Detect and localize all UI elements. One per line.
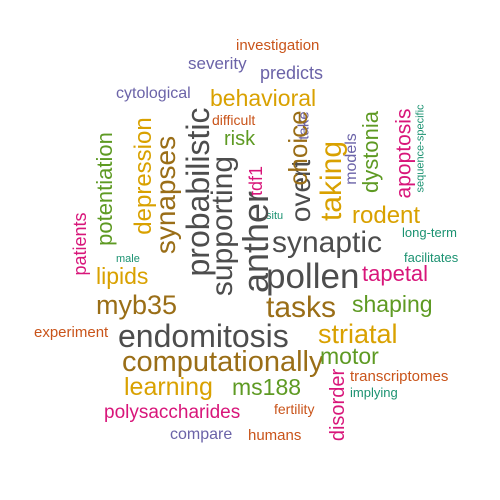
word-rodent: rodent xyxy=(352,202,421,229)
word-disorder: disorder xyxy=(327,368,349,442)
word-potentiation: potentiation xyxy=(92,132,117,246)
word-male: male xyxy=(116,253,140,265)
word-facilitates: facilitates xyxy=(404,250,459,265)
word-long-term: long-term xyxy=(402,225,457,240)
word-endomitosis: endomitosis xyxy=(118,318,289,354)
word-taking: taking xyxy=(315,140,348,222)
word-synaptic: synaptic xyxy=(272,226,383,259)
word-severity: severity xyxy=(188,54,247,73)
word-computationally: computationally xyxy=(122,346,324,378)
word-striatal: striatal xyxy=(318,319,398,349)
word-dystonia: dystonia xyxy=(358,111,383,193)
word-motor: motor xyxy=(320,343,379,369)
word-risk: risk xyxy=(224,128,256,150)
word-sequence-specific: sequence-specific xyxy=(414,104,427,193)
word-tapetal: tapetal xyxy=(362,261,429,286)
word-predicts: predicts xyxy=(260,63,324,83)
word-pollen: pollen xyxy=(266,257,360,296)
word-lipids: lipids xyxy=(96,263,149,289)
word-apoptosis: apoptosis xyxy=(392,108,416,199)
word-supporting: supporting xyxy=(206,155,239,297)
word-behavioral: behavioral xyxy=(210,85,317,111)
word-experiment: experiment xyxy=(34,324,109,341)
word-polysaccharides: polysaccharides xyxy=(104,402,241,423)
word-fertility: fertility xyxy=(274,401,315,417)
word-synapses: synapses xyxy=(150,135,181,255)
word-cytological: cytological xyxy=(116,85,191,102)
word-compare: compare xyxy=(170,426,233,443)
word-humans: humans xyxy=(248,427,302,444)
word-transcriptomes: transcriptomes xyxy=(350,368,449,385)
word-difficult: difficult xyxy=(212,112,256,128)
word-ms188: ms188 xyxy=(232,374,302,400)
word-choice: choice xyxy=(283,110,313,186)
word-learning: learning xyxy=(124,373,213,401)
word-investigation: investigation xyxy=(236,37,320,54)
word-myb35: myb35 xyxy=(96,290,178,320)
word-tasks: tasks xyxy=(266,291,337,324)
word-implying: implying xyxy=(350,385,398,400)
word-patients: patients xyxy=(70,212,90,276)
word-anther: anther xyxy=(235,190,276,294)
word-shaping: shaping xyxy=(352,291,433,317)
word-situ: situ xyxy=(266,210,284,222)
